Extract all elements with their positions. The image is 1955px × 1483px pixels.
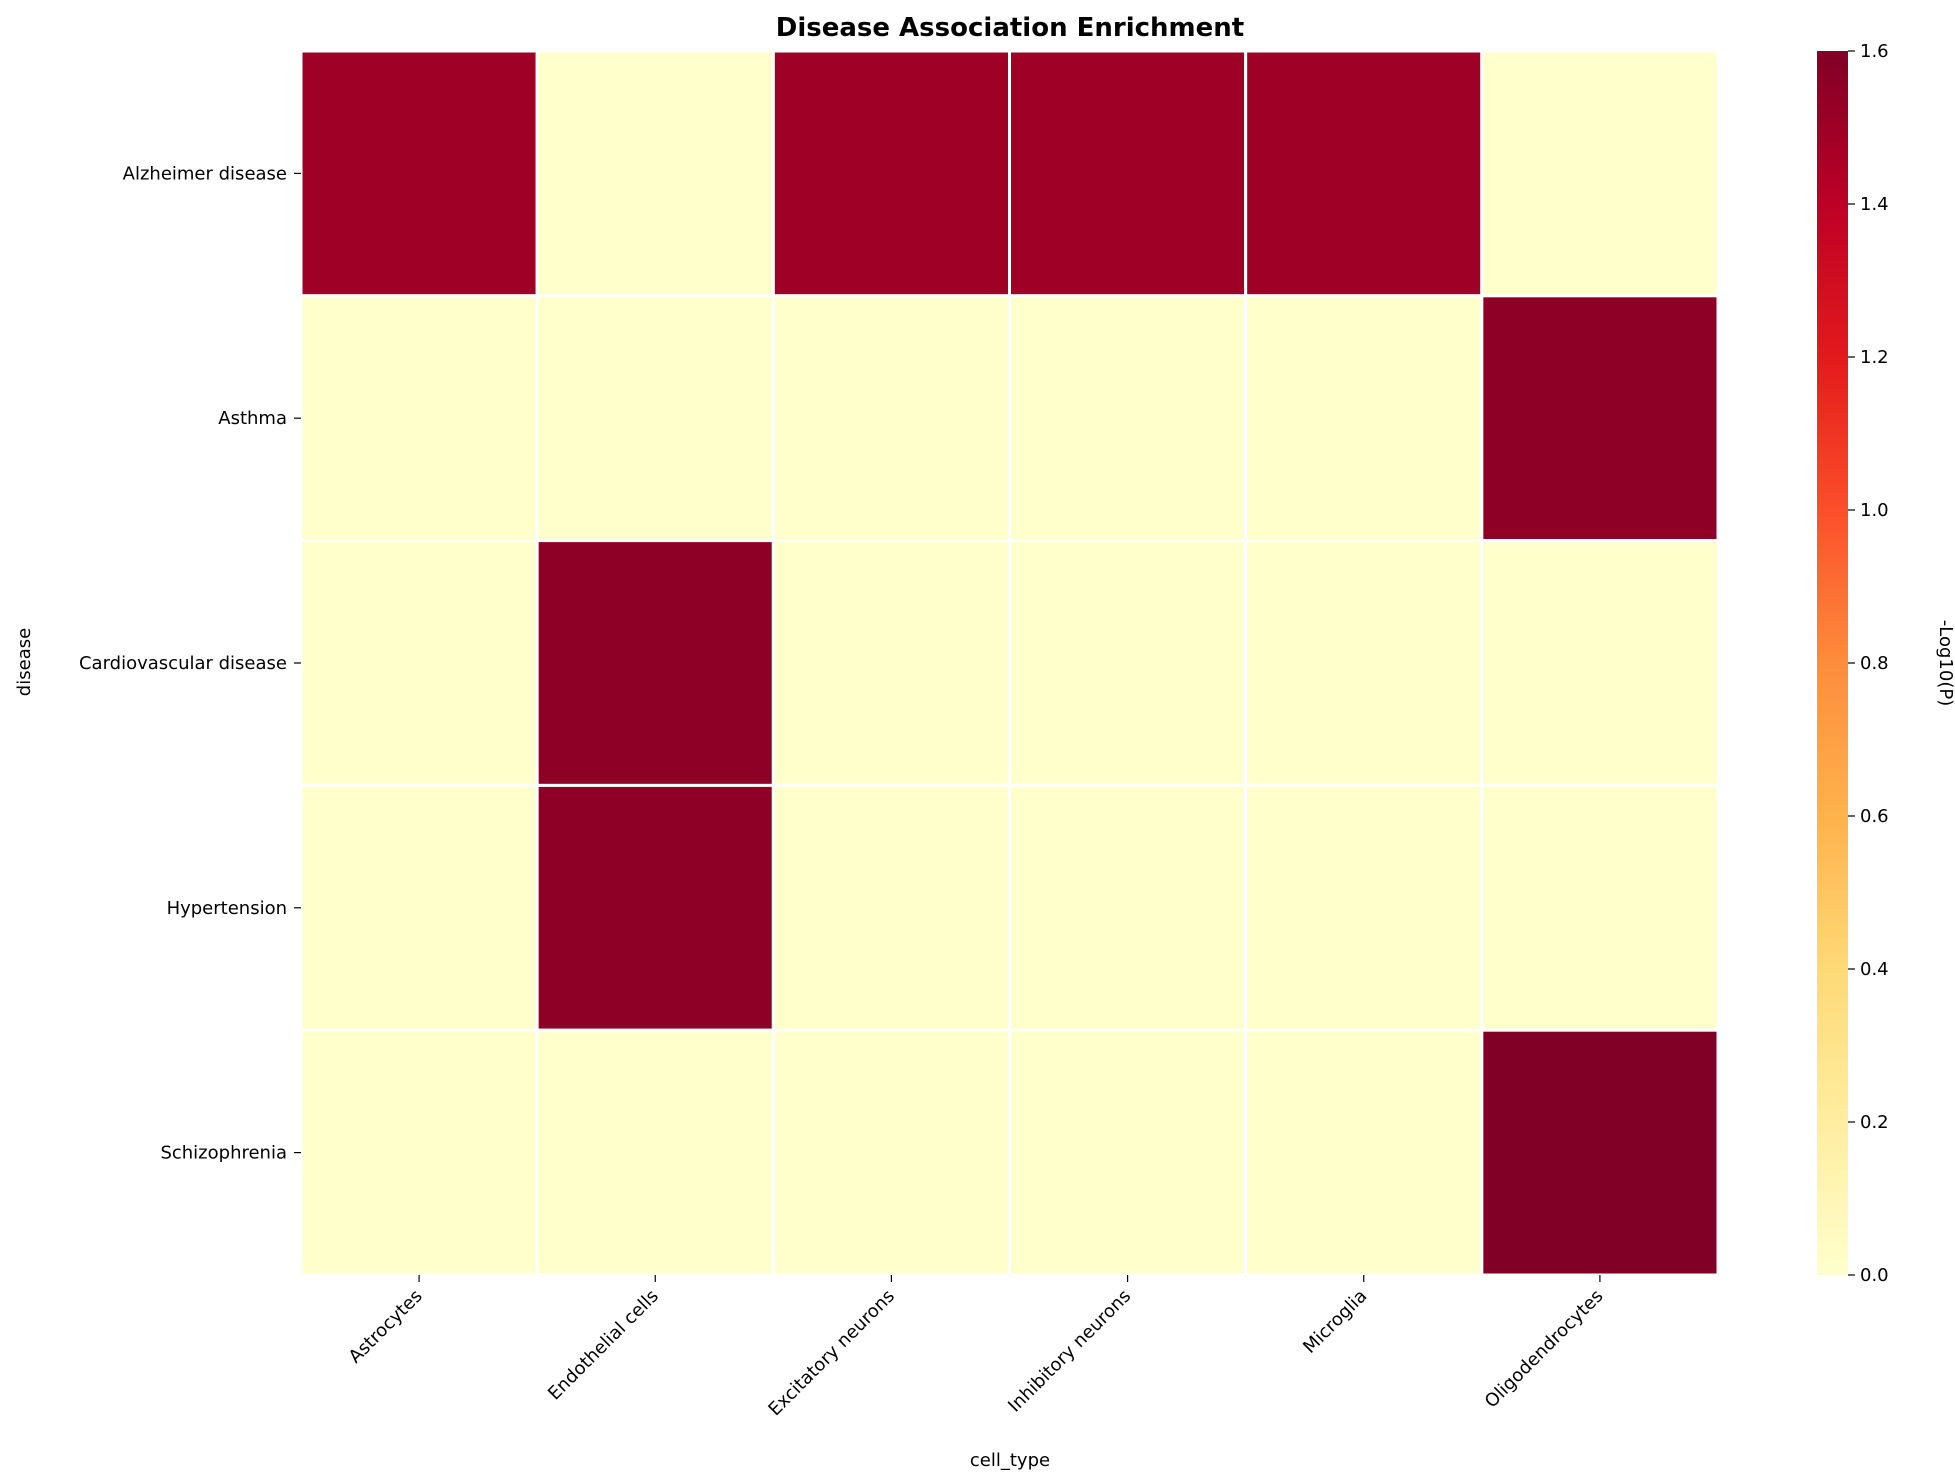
colorbar-label: -Log10(P) [1935,620,1955,706]
heatmap-cells [299,49,1720,1277]
colorbar-tick-label: 1.6 [1860,41,1889,62]
heatmap-cell [535,1028,775,1277]
heatmap-cell [771,1028,1011,1277]
heatmap-cell [299,539,539,787]
colorbar: 0.0 0.2 0.4 0.6 0.8 1.0 1.2 1.4 1.6 [1817,41,1889,1286]
heatmap-cell [1480,294,1720,543]
heatmap-cell [1244,783,1484,1032]
y-tick-label: Cardiovascular disease [79,653,287,674]
heatmap-cell [299,1028,539,1277]
heatmap-cell [771,49,1011,298]
y-axis-label: disease [14,628,35,696]
colorbar-gradient [1817,51,1848,1275]
colorbar-tick-label: 0.2 [1860,1112,1889,1133]
heatmap-cell [1480,539,1720,787]
heatmap-cell [535,294,775,543]
heatmap-cell [1008,294,1248,543]
heatmap-cell [1480,783,1720,1032]
x-tick-label: Endothelial cells [544,1286,663,1405]
x-tick-label: Microglia [1299,1286,1371,1358]
heatmap-cell [1008,49,1248,298]
colorbar-tick-label: 1.4 [1860,194,1889,215]
colorbar-tick-label: 0.0 [1860,1265,1889,1286]
x-axis-label: cell_type [970,1450,1050,1471]
colorbar-tick-label: 0.4 [1860,959,1889,980]
x-tick-label: Inhibitory neurons [1004,1286,1135,1417]
y-tick-label: Hypertension [167,898,287,919]
heatmap-cell [771,539,1011,787]
heatmap-cell [1244,539,1484,787]
heatmap-cell [299,294,539,543]
heatmap-cell [1244,49,1484,298]
heatmap-cell [535,539,775,787]
x-axis: Astrocytes Endothelial cells Excitatory ne… [345,1275,1608,1421]
colorbar-tick-label: 1.2 [1860,347,1889,368]
y-tick-label: Asthma [218,408,287,429]
y-axis: Alzheimer disease Asthma Cardiovascular di… [79,163,301,1164]
chart-title: Disease Association Enrichment [776,13,1244,43]
heatmap-cell [771,294,1011,543]
heatmap-cell [1008,783,1248,1032]
x-tick-label: Excitatory neurons [764,1286,899,1421]
colorbar-tick-label: 0.8 [1860,653,1889,674]
heatmap-cell [1008,1028,1248,1277]
heatmap-cell [1244,294,1484,543]
y-tick-label: Alzheimer disease [123,163,287,184]
heatmap-cell [1008,539,1248,787]
heatmap-cell [535,49,775,298]
heatmap-cell [771,783,1011,1032]
heatmap-cell [1244,1028,1484,1277]
x-tick-label: Oligodendrocytes [1481,1286,1608,1413]
colorbar-tick-label: 1.0 [1860,500,1889,521]
colorbar-tick-label: 0.6 [1860,806,1889,827]
heatmap-cell [1480,49,1720,298]
heatmap-cell [1480,1028,1720,1277]
y-tick-label: Schizophrenia [160,1143,287,1164]
x-tick-label: Astrocytes [345,1286,427,1368]
heatmap-cell [299,49,539,298]
heatmap-cell [299,783,539,1032]
heatmap-cell [535,783,775,1032]
